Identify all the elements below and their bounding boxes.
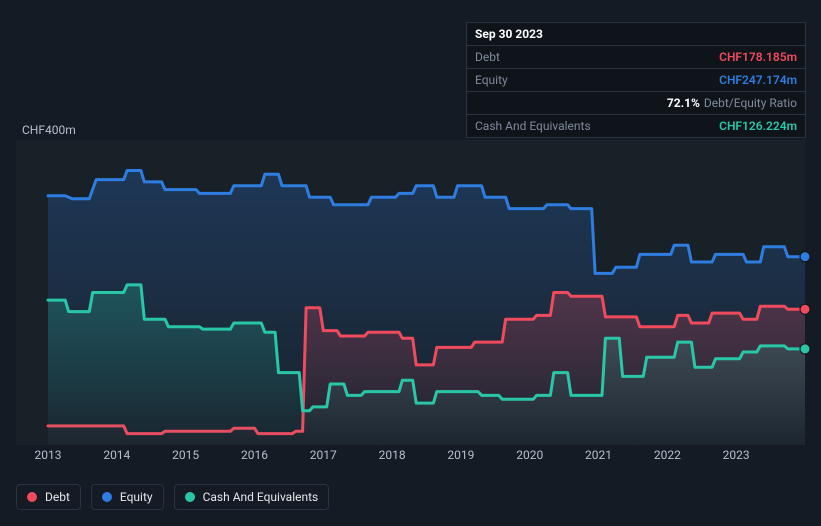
tooltip-ratio-label: Debt/Equity Ratio	[704, 96, 797, 110]
tooltip-cash-row: Cash And Equivalents CHF126.224m	[467, 115, 805, 137]
series-end-dot-debt	[800, 304, 810, 314]
series-end-dot-equity	[800, 252, 810, 262]
financial-chart: Sep 30 2023 Debt CHF178.185m Equity CHF2…	[0, 0, 821, 526]
x-tick-label: 2023	[723, 448, 750, 462]
tooltip-ratio-spacer	[475, 96, 667, 110]
legend-item-cash[interactable]: Cash And Equivalents	[174, 484, 330, 510]
tooltip-debt-label: Debt	[475, 50, 719, 64]
tooltip-ratio-pct: 72.1%	[667, 96, 700, 110]
tooltip-equity-label: Equity	[475, 73, 719, 87]
tooltip-debt-row: Debt CHF178.185m	[467, 46, 805, 69]
x-tick-label: 2018	[379, 448, 406, 462]
legend-swatch-cash	[185, 492, 195, 502]
legend-label-equity: Equity	[120, 490, 153, 504]
series-end-dot-cash	[800, 344, 810, 354]
tooltip-cash-label: Cash And Equivalents	[475, 119, 719, 133]
tooltip-date: Sep 30 2023	[475, 27, 543, 41]
chart-plot-area[interactable]	[16, 140, 805, 445]
x-tick-label: 2021	[585, 448, 612, 462]
x-tick-label: 2014	[103, 448, 130, 462]
tooltip-equity-row: Equity CHF247.174m	[467, 69, 805, 92]
y-axis-max-label: CHF400m	[22, 123, 76, 137]
legend-swatch-debt	[27, 492, 37, 502]
tooltip-equity-value: CHF247.174m	[719, 73, 797, 87]
x-tick-label: 2013	[35, 448, 62, 462]
x-tick-label: 2015	[172, 448, 199, 462]
legend-item-debt[interactable]: Debt	[16, 484, 81, 510]
x-tick-label: 2017	[310, 448, 337, 462]
legend-swatch-equity	[102, 492, 112, 502]
x-axis-ticks: 2013 2014 2015 2016 2017 2018 2019 2020 2021 2022…	[16, 448, 805, 468]
legend-label-cash: Cash And Equivalents	[203, 490, 319, 504]
tooltip-debt-value: CHF178.185m	[719, 50, 797, 64]
legend-item-equity[interactable]: Equity	[91, 484, 164, 510]
tooltip-date-row: Sep 30 2023	[467, 23, 805, 46]
chart-tooltip: Sep 30 2023 Debt CHF178.185m Equity CHF2…	[466, 22, 806, 138]
legend-label-debt: Debt	[45, 490, 70, 504]
x-tick-label: 2020	[516, 448, 543, 462]
tooltip-ratio-row: 72.1% Debt/Equity Ratio	[467, 92, 805, 115]
chart-legend: Debt Equity Cash And Equivalents	[16, 484, 329, 510]
x-tick-label: 2022	[654, 448, 681, 462]
x-tick-label: 2016	[241, 448, 268, 462]
tooltip-cash-value: CHF126.224m	[719, 119, 797, 133]
x-tick-label: 2019	[447, 448, 474, 462]
